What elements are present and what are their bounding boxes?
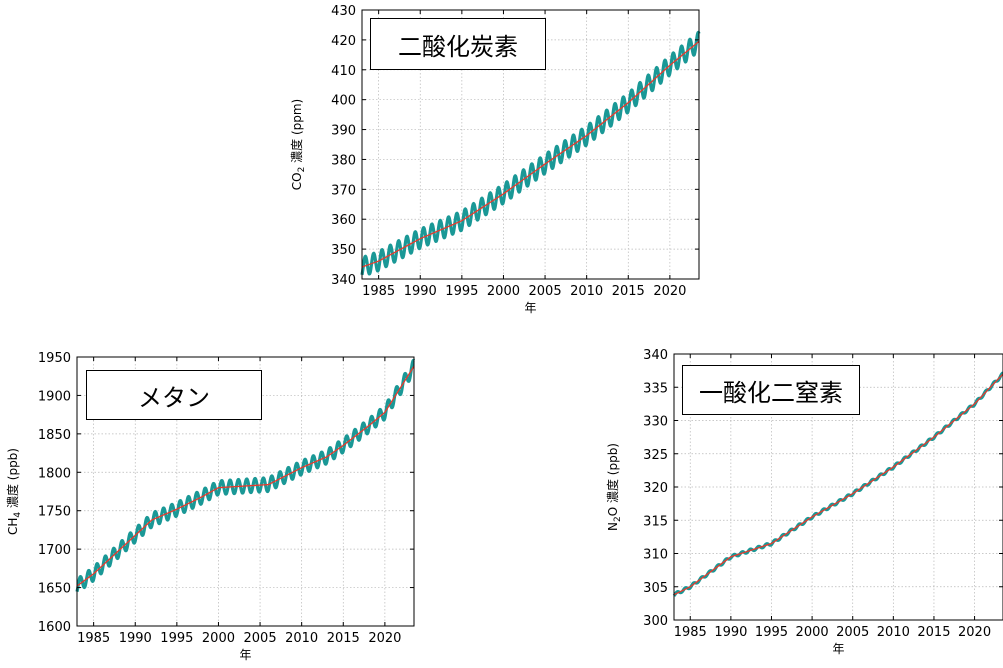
x-tick-label: 1995: [160, 631, 193, 646]
y-tick-label: 1700: [38, 543, 71, 558]
x-tick-label: 1985: [77, 631, 110, 646]
observed-series-line: [75, 358, 416, 592]
x-tick-label: 2005: [836, 625, 869, 640]
x-axis-label: 年: [524, 301, 536, 315]
y-tick-label: 1600: [38, 620, 71, 635]
x-axis-label: 年: [832, 642, 844, 656]
y-axis-label: CH4 濃度 (ppb): [5, 448, 23, 535]
y-axis-label: N2O 濃度 (ppb): [605, 443, 623, 531]
y-tick-label: 420: [331, 34, 356, 49]
y-tick-label: 315: [643, 514, 668, 529]
y-tick-label: 320: [643, 481, 668, 496]
y-tick-label: 340: [331, 273, 356, 288]
y-tick-label: 1650: [38, 582, 71, 597]
y-tick-label: 360: [331, 213, 356, 228]
x-tick-label: 1985: [362, 284, 395, 299]
x-tick-label: 2015: [917, 625, 950, 640]
plot-frame: [361, 9, 700, 280]
x-tick-label: 1990: [119, 631, 152, 646]
x-tick-label: 1990: [714, 625, 747, 640]
y-tick-label: 380: [331, 153, 356, 168]
y-tick-label: 1950: [38, 351, 71, 366]
y-tick-label: 390: [331, 124, 356, 139]
n2o-title: 一酸化二窒素: [699, 378, 843, 407]
trend-series-line: [361, 40, 700, 268]
y-tick-label: 300: [643, 614, 668, 629]
co2-title: 二酸化炭素: [398, 32, 518, 61]
y-tick-label: 410: [331, 64, 356, 79]
x-tick-label: 2015: [612, 284, 645, 299]
observed-series-line: [360, 30, 701, 276]
x-tick-label: 2005: [244, 631, 277, 646]
x-tick-label: 2010: [285, 631, 318, 646]
x-tick-label: 1990: [404, 284, 437, 299]
y-tick-label: 430: [331, 4, 356, 19]
y-tick-label: 310: [643, 548, 668, 563]
y-tick-label: 340: [643, 348, 668, 363]
x-tick-label: 2000: [202, 631, 235, 646]
y-tick-label: 335: [643, 381, 668, 396]
x-tick-label: 2020: [653, 284, 686, 299]
y-tick-label: 1800: [38, 466, 71, 481]
x-tick-label: 2020: [368, 631, 401, 646]
x-tick-label: 2010: [877, 625, 910, 640]
x-tick-label: 2005: [529, 284, 562, 299]
y-tick-label: 370: [331, 183, 356, 198]
methane-title: メタン: [138, 383, 210, 412]
x-tick-label: 2015: [327, 631, 360, 646]
n2o-title-box: 一酸化二窒素: [682, 365, 860, 415]
x-tick-label: 2000: [487, 284, 520, 299]
y-tick-label: 1750: [38, 505, 71, 520]
trend-series-line: [76, 365, 415, 587]
plot-frame: [76, 356, 415, 627]
methane-title-box: メタン: [86, 370, 262, 420]
x-tick-label: 1995: [445, 284, 478, 299]
y-tick-label: 325: [643, 448, 668, 463]
x-tick-label: 1995: [755, 625, 788, 640]
trend-series-line: [673, 373, 1003, 596]
y-tick-label: 305: [643, 581, 668, 596]
x-axis-label: 年: [239, 648, 251, 662]
y-tick-label: 400: [331, 94, 356, 109]
x-tick-label: 2020: [958, 625, 991, 640]
y-tick-label: 350: [331, 243, 356, 258]
y-tick-label: 1850: [38, 428, 71, 443]
y-tick-label: 1900: [38, 389, 71, 404]
x-tick-label: 1985: [674, 625, 707, 640]
x-tick-label: 2000: [796, 625, 829, 640]
co2-title-box: 二酸化炭素: [370, 18, 546, 70]
x-tick-label: 2010: [570, 284, 603, 299]
y-axis-label: CO2 濃度 (ppm): [289, 99, 307, 190]
y-tick-label: 330: [643, 415, 668, 430]
